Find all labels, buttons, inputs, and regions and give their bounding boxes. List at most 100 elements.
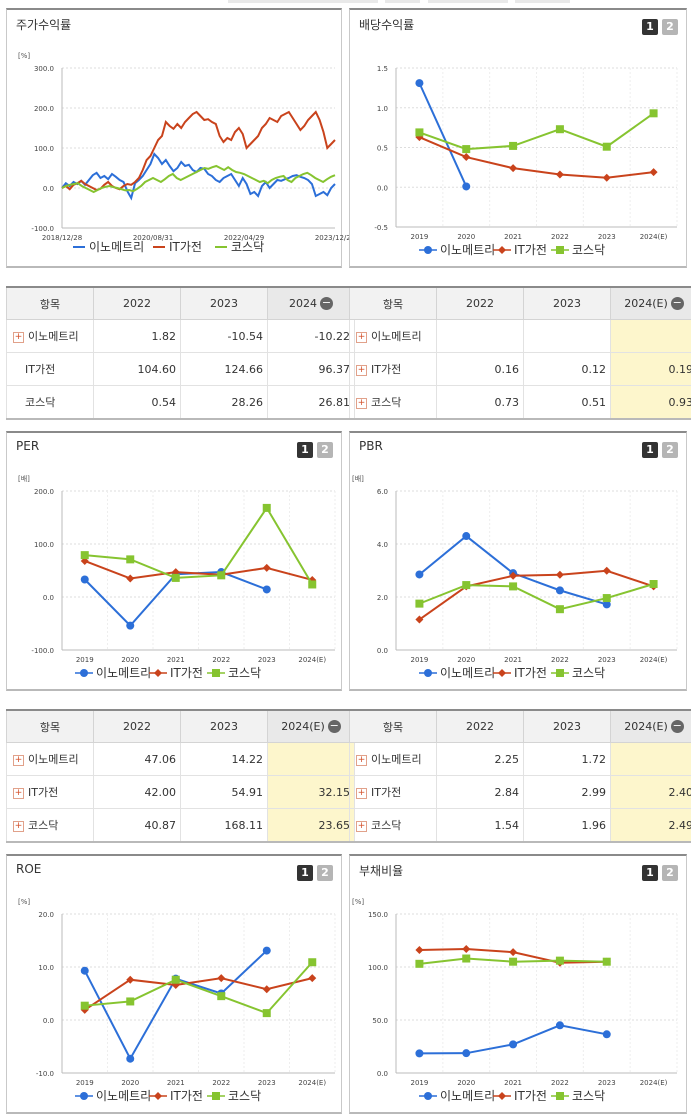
expand-icon[interactable]: + xyxy=(356,364,367,376)
axis-unit: [배] xyxy=(352,474,364,483)
col-header: 항목 xyxy=(6,286,94,320)
view-2-button[interactable]: 2 xyxy=(317,865,333,881)
table-cell: -10.22 xyxy=(267,319,355,353)
expand-icon[interactable]: + xyxy=(356,787,367,799)
col-header: 항목 xyxy=(349,286,437,320)
data-point-innometry xyxy=(462,532,471,541)
collapse-icon[interactable]: − xyxy=(670,296,684,311)
data-point-it xyxy=(308,974,317,983)
col-header: 2024(E) − xyxy=(610,709,691,743)
collapse-icon[interactable]: − xyxy=(670,719,684,734)
x-tick-label: 2021 xyxy=(504,656,522,664)
x-tick-label: 2021 xyxy=(167,656,185,664)
expand-icon[interactable]: + xyxy=(13,754,24,766)
y-tick-label: -10.0 xyxy=(36,1070,54,1078)
data-point-innometry xyxy=(602,600,611,609)
legend-label: 코스닥 xyxy=(228,1089,261,1103)
table-cell: 42.00 xyxy=(93,775,181,809)
data-point-kosdaq xyxy=(171,573,180,582)
view-2-button[interactable]: 2 xyxy=(662,442,678,458)
data-point-kosdaq xyxy=(602,142,611,151)
data-point-kosdaq xyxy=(262,503,271,512)
row-label-text: 이노메트리 xyxy=(371,330,422,343)
data-point-innometry xyxy=(415,570,424,579)
row-label: + 코스닥 xyxy=(349,808,437,843)
col-header: 2023 xyxy=(180,709,268,743)
legend-label: 코스닥 xyxy=(572,1089,605,1103)
data-point-innometry xyxy=(126,621,135,630)
view-1-button[interactable]: 1 xyxy=(642,865,658,881)
table-cell xyxy=(523,319,611,353)
x-tick-label: 2022 xyxy=(551,233,569,241)
data-point-kosdaq xyxy=(80,1001,89,1010)
expand-icon[interactable]: + xyxy=(13,331,24,343)
table-cell: 1.54 xyxy=(436,808,524,843)
data-point-innometry xyxy=(80,575,89,584)
col-header: 2023 xyxy=(180,286,268,320)
data-point-kosdaq xyxy=(555,956,564,965)
x-tick-label: 2022 xyxy=(551,1079,569,1087)
row-label-text: 이노메트리 xyxy=(28,330,79,343)
row-label: + 코스닥 xyxy=(6,808,94,843)
data-point-it xyxy=(509,164,518,173)
table-cell: 2.25 xyxy=(436,742,524,776)
series-line xyxy=(84,961,313,1015)
view-1-button[interactable]: 1 xyxy=(642,442,658,458)
expand-icon[interactable]: + xyxy=(356,397,367,409)
x-tick-label: 2020 xyxy=(457,233,475,241)
data-point-kosdaq xyxy=(602,594,611,603)
data-point-kosdaq xyxy=(415,599,424,608)
data-point-it xyxy=(415,946,424,955)
row-label: + 이노메트리 xyxy=(6,742,94,776)
row-label: + IT가전 xyxy=(349,352,437,386)
legend-label: 이노메트리 xyxy=(89,240,144,254)
table-cell: 0.54 xyxy=(93,385,181,420)
expand-icon[interactable]: + xyxy=(13,820,24,832)
expand-icon[interactable]: + xyxy=(356,754,367,766)
data-point-it xyxy=(462,944,471,953)
series-line xyxy=(61,110,336,192)
row-label-text: IT가전 xyxy=(371,363,402,376)
x-tick-label: 2019 xyxy=(76,656,94,664)
data-point-kosdaq xyxy=(217,992,226,1001)
expand-icon[interactable]: + xyxy=(356,331,367,343)
data-point-kosdaq xyxy=(509,141,518,150)
y-tick-label: 150.0 xyxy=(368,911,388,919)
data-point-kosdaq xyxy=(80,551,89,560)
collapse-icon[interactable]: − xyxy=(327,719,341,734)
legend-label: IT가전 xyxy=(514,243,547,257)
view-1-button[interactable]: 1 xyxy=(642,19,658,35)
series-line xyxy=(61,164,336,194)
col-header: 2022 xyxy=(93,709,181,743)
table-cell: 104.60 xyxy=(93,352,181,386)
per-table: 항목 2022 2023 2024(E) − + 이노메트리 47.06 14.22 + IT가전 4… xyxy=(6,709,355,843)
row-label-text: 코스닥 xyxy=(371,819,402,832)
y-tick-label: 10.0 xyxy=(38,964,54,972)
legend-label: 코스닥 xyxy=(228,666,261,680)
data-point-kosdaq xyxy=(308,580,317,589)
table-cell: 1.96 xyxy=(523,808,611,843)
col-header: 2022 xyxy=(93,286,181,320)
collapse-icon[interactable]: − xyxy=(320,296,333,311)
data-point-innometry xyxy=(80,966,89,975)
view-1-button[interactable]: 1 xyxy=(297,865,313,881)
panel-title: PBR xyxy=(359,439,383,453)
expand-icon[interactable]: + xyxy=(13,787,24,799)
view-1-button[interactable]: 1 xyxy=(297,442,313,458)
row-label-text: 이노메트리 xyxy=(371,753,422,766)
data-point-innometry xyxy=(415,79,424,88)
table-cell: 1.72 xyxy=(523,742,611,776)
col-header-label: 2022 xyxy=(466,720,494,733)
row-label: + 이노메트리 xyxy=(349,742,437,776)
y-tick-label: 4.0 xyxy=(377,541,388,549)
view-2-button[interactable]: 2 xyxy=(662,19,678,35)
view-2-button[interactable]: 2 xyxy=(662,865,678,881)
view-2-button[interactable]: 2 xyxy=(317,442,333,458)
x-tick-label: 2022/04/29 xyxy=(224,234,264,242)
table-row: IT가전 104.60 124.66 96.37 xyxy=(6,352,355,386)
data-point-it xyxy=(602,173,611,182)
y-tick-label: 0.0 xyxy=(377,184,388,192)
expand-icon[interactable]: + xyxy=(356,820,367,832)
